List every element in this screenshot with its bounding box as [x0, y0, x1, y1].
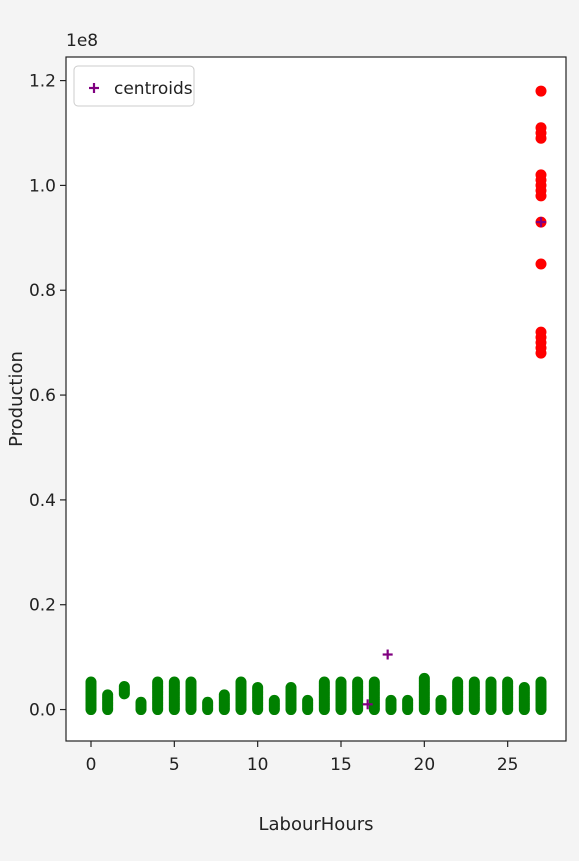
- x-tick-label: 15: [330, 755, 352, 775]
- y-tick-label: 1.2: [29, 72, 56, 92]
- data-point: [102, 689, 114, 701]
- y-tick-label: 0.8: [29, 281, 56, 301]
- data-point: [302, 694, 314, 706]
- data-point: [235, 676, 247, 688]
- series-2: [362, 217, 546, 710]
- x-tick-label: 0: [86, 755, 97, 775]
- data-point: [485, 676, 497, 688]
- plot-frame: [65, 56, 567, 742]
- data-point: [535, 258, 547, 270]
- data-point: [85, 676, 97, 688]
- x-axis: 0 5 10 15 20 25: [86, 741, 519, 775]
- data-point: [252, 682, 264, 694]
- data-point: [318, 676, 330, 688]
- x-tick-label: 5: [169, 755, 180, 775]
- data-point: [518, 682, 530, 694]
- y-tick-label: 0.6: [29, 386, 56, 406]
- data-point: [435, 694, 447, 706]
- x-tick-label: 20: [414, 755, 436, 775]
- y-tick-label: 0.2: [29, 596, 56, 616]
- data-point: [218, 689, 230, 701]
- data-point: [118, 680, 130, 692]
- legend-box: [73, 65, 195, 107]
- data-point: [502, 676, 514, 688]
- data-point: [335, 676, 347, 688]
- data-point: [202, 696, 214, 708]
- x-axis-title: LabourHours: [258, 814, 373, 835]
- legend: centroids: [73, 65, 195, 107]
- legend-marker: [89, 83, 99, 93]
- data-point: [535, 132, 547, 144]
- data-point: [535, 347, 547, 359]
- y-axis-title: Production: [6, 351, 27, 447]
- data-point: [135, 696, 147, 708]
- x-tick-label: 25: [497, 755, 519, 775]
- data-point: [385, 694, 397, 706]
- data-point: [402, 694, 414, 706]
- data-point: [535, 190, 547, 202]
- data-point: [168, 676, 180, 688]
- x-tick-label: 10: [247, 755, 269, 775]
- data-point: [285, 682, 297, 694]
- data-point: [268, 694, 280, 706]
- y-tick-label: 0.0: [29, 701, 56, 721]
- series-0: [85, 672, 547, 716]
- data-point: [185, 676, 197, 688]
- centroid-marker: [536, 217, 546, 228]
- legend-label: centroids: [114, 79, 193, 99]
- data-point: [418, 672, 430, 684]
- centroid-marker: [362, 699, 373, 710]
- plot-area: [66, 57, 566, 741]
- data-point: [152, 676, 164, 688]
- y-offset-text: 1e8: [66, 31, 98, 51]
- y-axis: 0.0 0.2 0.4 0.6 0.8 1.0 1.2: [29, 72, 66, 721]
- data-point: [535, 676, 547, 688]
- y-tick-label: 0.4: [29, 491, 56, 511]
- data-point: [452, 676, 464, 688]
- data-point: [368, 676, 380, 688]
- data-point: [352, 676, 364, 688]
- data-point: [468, 676, 480, 688]
- data-point: [535, 85, 547, 97]
- centroid-marker: [382, 649, 393, 660]
- y-tick-label: 1.0: [29, 176, 56, 196]
- chart-marks: [85, 85, 547, 716]
